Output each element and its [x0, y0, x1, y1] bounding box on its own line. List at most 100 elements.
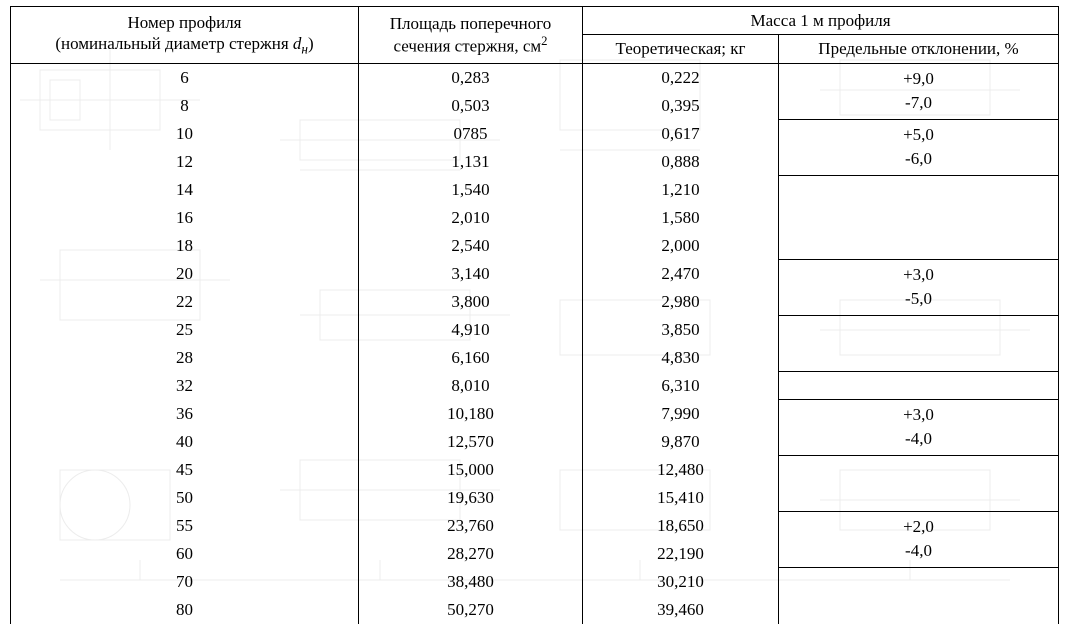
cell-theor-16: 18,650 [583, 512, 778, 540]
cell-profile-6: 18 [11, 232, 358, 260]
cell-profile-8: 22 [11, 288, 358, 316]
header-area-line2: сечения стержня, см [393, 37, 541, 56]
cell-area-11: 8,010 [359, 372, 582, 400]
cell-theor-10: 4,830 [583, 344, 778, 372]
cell-area-6: 2,540 [359, 232, 582, 260]
cell-profile-13: 40 [11, 428, 358, 456]
deviation-line-1-1: -6,0 [905, 147, 932, 171]
deviation-segment-0: +9,0-7,0 [779, 64, 1058, 120]
deviation-line-6-1: -4,0 [905, 427, 932, 451]
cell-area-13: 12,570 [359, 428, 582, 456]
deviation-line-8-1: -4,0 [905, 539, 932, 563]
cell-profile-0: 6 [11, 64, 358, 92]
cell-area-7: 3,140 [359, 260, 582, 288]
deviation-segment-7 [779, 456, 1058, 512]
cell-theor-13: 9,870 [583, 428, 778, 456]
deviation-line-3-0: +3,0 [903, 263, 934, 287]
cell-theor-1: 0,395 [583, 92, 778, 120]
deviation-line-8-0: +2,0 [903, 515, 934, 539]
deviation-line-6-0: +3,0 [903, 403, 934, 427]
cell-area-14: 15,000 [359, 456, 582, 484]
table-body: 68101214161820222528323640455055607080 0… [11, 63, 1059, 624]
table-container: Номер профиля (номинальный диаметр стерж… [0, 0, 1068, 624]
cell-theor-6: 2,000 [583, 232, 778, 260]
header-profile-line2-suffix: ) [308, 34, 314, 53]
deviation-segment-5 [779, 372, 1058, 400]
cell-profile-12: 36 [11, 400, 358, 428]
header-deviation: Предельные отклонении, % [779, 35, 1059, 63]
cell-area-3: 1,131 [359, 148, 582, 176]
cell-theor-17: 22,190 [583, 540, 778, 568]
col-deviation-data: +9,0-7,0+5,0-6,0+3,0-5,0+3,0-4,0+2,0-4,0 [779, 63, 1059, 624]
cell-theor-15: 15,410 [583, 484, 778, 512]
cell-theor-0: 0,222 [583, 64, 778, 92]
deviation-segment-2 [779, 176, 1058, 260]
deviation-line-0-0: +9,0 [903, 67, 934, 91]
cell-theor-9: 3,850 [583, 316, 778, 344]
cell-theor-12: 7,990 [583, 400, 778, 428]
header-profile-sub: н [301, 41, 308, 56]
cell-profile-19: 80 [11, 596, 358, 624]
deviation-line-3-1: -5,0 [905, 287, 932, 311]
cell-theor-4: 1,210 [583, 176, 778, 204]
header-mass-group: Масса 1 м профиля [583, 7, 1059, 35]
header-profile-line2-prefix: (номинальный диаметр стержня [55, 34, 293, 53]
cell-area-2: 0785 [359, 120, 582, 148]
cell-profile-9: 25 [11, 316, 358, 344]
deviation-segment-8: +2,0-4,0 [779, 512, 1058, 568]
cell-theor-3: 0,888 [583, 148, 778, 176]
cell-area-16: 23,760 [359, 512, 582, 540]
col-area-data: 0,2830,50307851,1311,5402,0102,5403,1403… [359, 63, 583, 624]
header-profile: Номер профиля (номинальный диаметр стерж… [11, 7, 359, 64]
cell-profile-11: 32 [11, 372, 358, 400]
cell-profile-16: 55 [11, 512, 358, 540]
table-head: Номер профиля (номинальный диаметр стерж… [11, 7, 1059, 64]
cell-profile-3: 12 [11, 148, 358, 176]
header-theoretical: Теоретическая; кг [583, 35, 779, 63]
cell-theor-18: 30,210 [583, 568, 778, 596]
cell-profile-14: 45 [11, 456, 358, 484]
cell-profile-15: 50 [11, 484, 358, 512]
cell-area-5: 2,010 [359, 204, 582, 232]
cell-profile-4: 14 [11, 176, 358, 204]
header-profile-line1: Номер профиля [127, 13, 241, 32]
deviation-line-1-0: +5,0 [903, 123, 934, 147]
deviation-segment-9 [779, 568, 1058, 624]
cell-theor-8: 2,980 [583, 288, 778, 316]
deviation-segment-1: +5,0-6,0 [779, 120, 1058, 176]
cell-theor-19: 39,460 [583, 596, 778, 624]
cell-area-1: 0,503 [359, 92, 582, 120]
cell-profile-18: 70 [11, 568, 358, 596]
col-theor-data: 0,2220,3950,6170,8881,2101,5802,0002,470… [583, 63, 779, 624]
cell-area-15: 19,630 [359, 484, 582, 512]
deviation-segment-6: +3,0-4,0 [779, 400, 1058, 456]
deviation-line-0-1: -7,0 [905, 91, 932, 115]
profiles-table: Номер профиля (номинальный диаметр стерж… [10, 6, 1059, 624]
cell-theor-14: 12,480 [583, 456, 778, 484]
cell-profile-7: 20 [11, 260, 358, 288]
header-area: Площадь поперечного сечения стержня, см2 [359, 7, 583, 64]
cell-area-18: 38,480 [359, 568, 582, 596]
cell-area-19: 50,270 [359, 596, 582, 624]
deviation-segment-4 [779, 316, 1058, 372]
col-profile-data: 68101214161820222528323640455055607080 [11, 63, 359, 624]
cell-profile-5: 16 [11, 204, 358, 232]
header-area-line1: Площадь поперечного [390, 14, 552, 33]
cell-profile-2: 10 [11, 120, 358, 148]
header-area-sup: 2 [541, 34, 547, 48]
cell-profile-10: 28 [11, 344, 358, 372]
cell-area-12: 10,180 [359, 400, 582, 428]
cell-theor-11: 6,310 [583, 372, 778, 400]
cell-area-9: 4,910 [359, 316, 582, 344]
cell-theor-5: 1,580 [583, 204, 778, 232]
cell-area-4: 1,540 [359, 176, 582, 204]
cell-theor-7: 2,470 [583, 260, 778, 288]
cell-theor-2: 0,617 [583, 120, 778, 148]
cell-profile-17: 60 [11, 540, 358, 568]
deviation-segment-3: +3,0-5,0 [779, 260, 1058, 316]
cell-area-8: 3,800 [359, 288, 582, 316]
cell-profile-1: 8 [11, 92, 358, 120]
cell-area-10: 6,160 [359, 344, 582, 372]
cell-area-17: 28,270 [359, 540, 582, 568]
cell-area-0: 0,283 [359, 64, 582, 92]
